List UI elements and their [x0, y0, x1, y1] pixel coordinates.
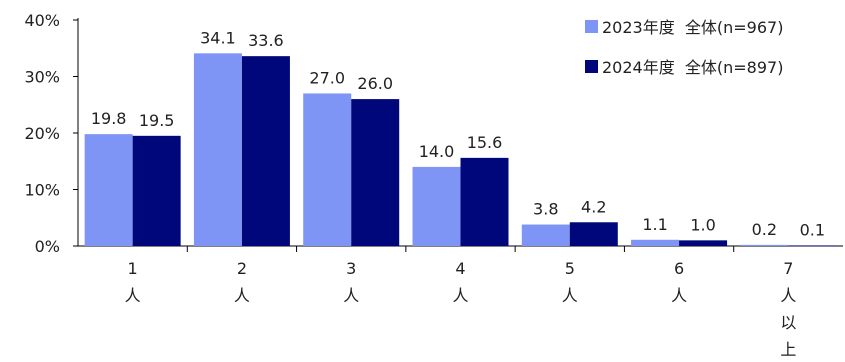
category-label: 上: [780, 340, 796, 359]
data-label: 26.0: [357, 74, 393, 93]
bar-s2: [679, 240, 728, 246]
legend-swatch: [585, 60, 598, 73]
bar-s1: [631, 239, 680, 246]
data-label: 0.2: [752, 220, 777, 239]
data-label: 14.0: [419, 142, 455, 161]
legend-label: 2024年度 全体(n=897): [602, 58, 783, 77]
data-label: 0.1: [800, 220, 825, 239]
category-label: 7: [783, 259, 793, 278]
data-label: 1.1: [642, 215, 667, 234]
legend-label: 2023年度 全体(n=967): [602, 18, 783, 37]
data-label: 33.6: [248, 31, 284, 50]
category-label: 6: [674, 259, 684, 278]
data-label: 15.6: [467, 133, 503, 152]
bar-s1: [193, 53, 242, 247]
bars: [84, 53, 837, 247]
category-label: 4: [455, 259, 465, 278]
category-label: 人: [671, 286, 687, 305]
bar-s2: [788, 245, 837, 247]
category-label: 人: [780, 286, 796, 305]
y-tick-label: 20%: [24, 124, 60, 143]
bar-s1: [412, 166, 461, 246]
y-tick-label: 40%: [24, 11, 60, 30]
data-label: 19.8: [91, 109, 127, 128]
bar-s1: [84, 134, 133, 246]
legend-swatch: [585, 20, 598, 33]
bar-s1: [521, 224, 570, 246]
data-label: 19.5: [139, 111, 175, 130]
data-label: 27.0: [309, 68, 345, 87]
bar-s2: [460, 157, 509, 246]
y-tick-label: 30%: [24, 68, 60, 87]
data-label: 1.0: [690, 215, 715, 234]
bar-s2: [569, 222, 618, 246]
category-label: 人: [562, 286, 578, 305]
bar-s2: [351, 99, 400, 246]
data-label: 4.2: [581, 197, 606, 216]
category-label: 1: [128, 259, 138, 278]
category-label: 人: [452, 286, 468, 305]
category-label: 2: [237, 259, 247, 278]
bar-s2: [132, 135, 181, 246]
category-label: 人: [343, 286, 359, 305]
data-labels: 19.8 34.1 27.0 14.0 3.8 1.1 0.2 19.5 33.6 26.0 15.…: [91, 28, 825, 239]
category-label: 人: [125, 286, 141, 305]
category-label: 人: [234, 286, 250, 305]
data-label: 3.8: [533, 200, 558, 219]
legend: 2023年度 全体(n=967) 2024年度 全体(n=897): [585, 18, 783, 77]
category-label: 5: [565, 259, 575, 278]
bar-s2: [241, 56, 290, 246]
bar-s1: [740, 244, 789, 246]
category-label: 以: [780, 313, 796, 332]
data-label: 34.1: [200, 28, 236, 47]
y-tick-label: 10%: [24, 181, 60, 200]
y-tick-label: 0%: [35, 237, 60, 256]
bar-s1: [303, 93, 352, 246]
category-label: 3: [346, 259, 356, 278]
